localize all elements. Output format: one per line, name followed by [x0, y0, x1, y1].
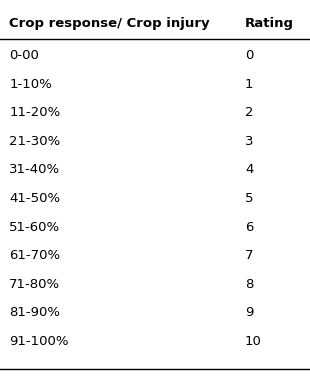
Text: 91-100%: 91-100% — [9, 335, 69, 348]
Text: 10: 10 — [245, 335, 262, 348]
Text: 6: 6 — [245, 221, 253, 233]
Text: 1: 1 — [245, 78, 253, 91]
Text: 4: 4 — [245, 164, 253, 176]
Text: Crop response/ Crop injury: Crop response/ Crop injury — [9, 17, 210, 30]
Text: 51-60%: 51-60% — [9, 221, 60, 233]
Text: 0-00: 0-00 — [9, 49, 39, 62]
Text: 81-90%: 81-90% — [9, 306, 60, 319]
Text: 5: 5 — [245, 192, 253, 205]
Text: 71-80%: 71-80% — [9, 278, 60, 291]
Text: 2: 2 — [245, 106, 253, 119]
Text: 31-40%: 31-40% — [9, 164, 60, 176]
Text: 41-50%: 41-50% — [9, 192, 60, 205]
Text: 9: 9 — [245, 306, 253, 319]
Text: 1-10%: 1-10% — [9, 78, 52, 91]
Text: 3: 3 — [245, 135, 253, 148]
Text: 8: 8 — [245, 278, 253, 291]
Text: 0: 0 — [245, 49, 253, 62]
Text: Rating: Rating — [245, 17, 294, 30]
Text: 61-70%: 61-70% — [9, 249, 60, 262]
Text: 21-30%: 21-30% — [9, 135, 60, 148]
Text: 7: 7 — [245, 249, 253, 262]
Text: 11-20%: 11-20% — [9, 106, 60, 119]
